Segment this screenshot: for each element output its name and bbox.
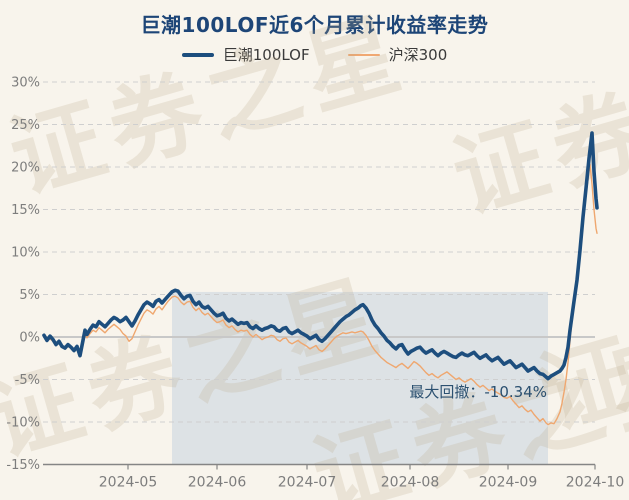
x-tick-label: 2024-08 (381, 475, 440, 491)
y-tick-label: -15% (6, 458, 40, 473)
watermark-text: 证券之星 (442, 18, 629, 233)
x-tick-label: 2024-09 (479, 475, 538, 491)
y-tick-label: -10% (6, 416, 40, 431)
y-tick-label: 15% (11, 203, 40, 218)
y-tick-label: 20% (11, 161, 40, 176)
index-line-swatch (347, 53, 380, 56)
watermark-text: 证券之星 (0, 0, 420, 213)
chart-legend: 巨潮100LOF 沪深300 (0, 44, 629, 65)
y-tick-label: 30% (11, 76, 40, 91)
series-line-index (43, 163, 598, 426)
max-drawdown-label: 最大回撤：-10.34% (409, 383, 547, 401)
y-tick-label: 5% (19, 288, 40, 303)
x-tick-label: 2024-05 (99, 475, 158, 491)
legend-label-index: 沪深300 (388, 46, 448, 64)
y-tick-label: -5% (15, 373, 40, 388)
x-tick-label: 2024-06 (188, 475, 247, 491)
legend-item-index: 沪深300 (347, 44, 448, 65)
chart-title: 巨潮100LOF近6个月累计收益率走势 (140, 13, 489, 37)
fund-line-swatch (181, 52, 214, 57)
x-tick-label: 2024-10 (566, 475, 625, 491)
y-tick-label: 25% (11, 118, 40, 133)
series-line-fund (42, 131, 599, 381)
y-tick-label: 0% (19, 331, 40, 346)
legend-label-fund: 巨潮100LOF (222, 46, 310, 64)
legend-item-fund: 巨潮100LOF (181, 44, 310, 65)
x-tick-label: 2024-07 (278, 475, 337, 491)
y-tick-label: 10% (11, 246, 40, 261)
